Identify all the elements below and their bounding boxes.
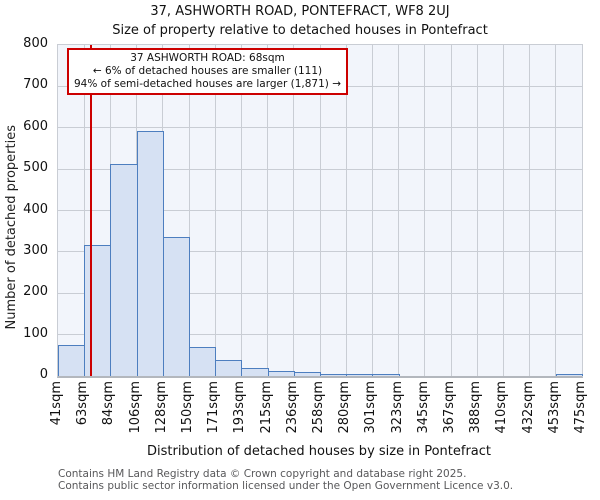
x-tick-label: 258sqm bbox=[311, 381, 326, 434]
gridline-v bbox=[371, 45, 373, 376]
histogram-bar bbox=[84, 244, 112, 376]
x-tick-label: 150sqm bbox=[180, 381, 195, 434]
x-tick-label: 215sqm bbox=[258, 381, 274, 434]
histogram-bar bbox=[346, 373, 374, 376]
histogram-bar bbox=[189, 347, 217, 376]
x-tick-label: 41sqm bbox=[49, 381, 64, 426]
x-tick-label: 84sqm bbox=[101, 381, 117, 426]
histogram-bar bbox=[293, 371, 321, 376]
y-tick-label: 0 bbox=[39, 367, 48, 382]
x-tick-label: 106sqm bbox=[127, 381, 143, 434]
y-tick-label: 300 bbox=[23, 242, 48, 258]
y-tick-label: 500 bbox=[23, 160, 48, 176]
gridline-v bbox=[240, 45, 242, 376]
histogram-bar bbox=[241, 368, 269, 376]
histogram-bar bbox=[320, 373, 348, 376]
x-tick-label: 128sqm bbox=[153, 381, 169, 434]
histogram-bar bbox=[555, 373, 583, 376]
gridline-v bbox=[476, 45, 478, 376]
gridline-v bbox=[214, 45, 216, 376]
x-tick-label: 193sqm bbox=[232, 381, 248, 434]
histogram-bar bbox=[136, 130, 164, 376]
gridline-v bbox=[555, 45, 557, 376]
x-tick-label: 63sqm bbox=[75, 381, 91, 426]
gridline-v bbox=[267, 45, 269, 376]
y-tick-label: 700 bbox=[23, 77, 48, 93]
histogram-bar bbox=[110, 164, 138, 376]
gridline-v bbox=[83, 45, 85, 376]
y-tick-label: 400 bbox=[23, 201, 48, 217]
footer: Contains HM Land Registry data © Crown c… bbox=[58, 468, 598, 492]
gridline-v bbox=[502, 45, 504, 376]
annotation-box: 37 ASHWORTH ROAD: 68sqm ← 6% of detached… bbox=[67, 48, 348, 95]
x-tick-label: 280sqm bbox=[337, 381, 353, 434]
gridline-v bbox=[319, 45, 321, 376]
gridline-v bbox=[529, 45, 531, 376]
x-tick-label: 367sqm bbox=[442, 381, 457, 434]
y-tick-label: 100 bbox=[23, 325, 48, 341]
histogram-bar bbox=[58, 344, 86, 376]
y-tick-label: 200 bbox=[23, 284, 48, 300]
histogram-bar bbox=[215, 360, 243, 376]
annotation-line-1: 37 ASHWORTH ROAD: 68sqm bbox=[130, 52, 285, 64]
marker-line bbox=[89, 45, 92, 376]
x-tick-label: 475sqm bbox=[573, 381, 588, 434]
y-tick-label: 800 bbox=[23, 36, 48, 51]
y-tick-label: 600 bbox=[23, 118, 48, 134]
x-axis-label: Distribution of detached houses by size … bbox=[146, 444, 492, 459]
gridline-v bbox=[398, 45, 400, 376]
x-tick-label: 432sqm bbox=[520, 381, 536, 434]
chart-title: 37, ASHWORTH ROAD, PONTEFRACT, WF8 2UJ bbox=[150, 4, 450, 19]
x-tick-label: 236sqm bbox=[284, 381, 300, 434]
annotation-line-2: ← 6% of detached houses are smaller (111… bbox=[92, 65, 323, 77]
x-tick-label: 301sqm bbox=[363, 381, 379, 434]
y-tick-labels: 0 100 200 300 400 500 600 700 800 bbox=[16, 0, 48, 400]
footer-line-1: Contains HM Land Registry data © Crown c… bbox=[58, 468, 467, 480]
x-tick-label: 345sqm bbox=[415, 381, 431, 434]
x-tick-label: 388sqm bbox=[468, 381, 484, 434]
chart-subtitle: Size of property relative to detached ho… bbox=[112, 23, 488, 38]
histogram-bar bbox=[162, 237, 190, 376]
x-tick-label: 171sqm bbox=[206, 381, 222, 434]
gridline-v bbox=[293, 45, 295, 376]
x-tick-label: 323sqm bbox=[389, 381, 405, 434]
histogram-bar bbox=[267, 370, 295, 376]
gridline-v bbox=[424, 45, 426, 376]
gridline-v bbox=[345, 45, 347, 376]
gridline-v bbox=[450, 45, 452, 376]
annotation-line-3: 94% of semi-detached houses are larger (… bbox=[73, 78, 341, 90]
plot-area: 37 ASHWORTH ROAD: 68sqm ← 6% of detached… bbox=[57, 44, 583, 378]
histogram-bar bbox=[372, 374, 400, 376]
gridline-v bbox=[188, 45, 190, 376]
x-tick-label: 410sqm bbox=[494, 381, 510, 434]
footer-line-2: Contains public sector information licen… bbox=[58, 479, 514, 492]
x-tick-label: 453sqm bbox=[546, 381, 562, 434]
